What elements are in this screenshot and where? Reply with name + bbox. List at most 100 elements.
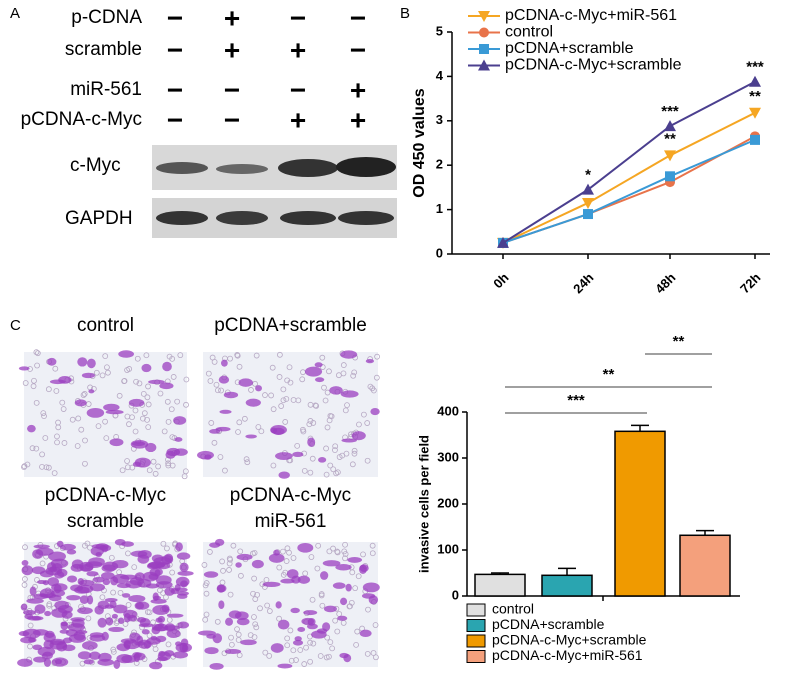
cell-outline xyxy=(280,548,286,555)
cell-outline xyxy=(53,388,60,394)
cell-outline xyxy=(328,413,335,420)
cell xyxy=(108,626,125,633)
cell-outline xyxy=(234,352,241,358)
cell-outline xyxy=(370,387,377,394)
cell-outline xyxy=(102,418,108,425)
cell-outline xyxy=(104,364,110,371)
cell-outline xyxy=(52,365,59,372)
cell xyxy=(136,616,147,623)
cell xyxy=(27,424,36,433)
cell xyxy=(43,639,54,650)
cell-outline xyxy=(60,406,67,412)
legend-label: pCDNA-c-Myc+miR-561 xyxy=(492,647,643,663)
cell xyxy=(339,652,349,659)
cell xyxy=(219,409,232,414)
cell-outline xyxy=(146,467,153,474)
cell-outline xyxy=(45,386,52,393)
legend-swatch xyxy=(466,634,486,648)
cell-outline xyxy=(290,647,297,654)
cell-outline xyxy=(353,641,360,648)
line xyxy=(502,138,756,244)
row-label: pCDNA-c-Myc xyxy=(21,109,142,130)
cell xyxy=(94,605,104,615)
cell-outline xyxy=(82,437,88,444)
cell-outline xyxy=(75,415,82,422)
cell xyxy=(359,629,372,638)
cell-outline xyxy=(314,565,321,572)
cell xyxy=(351,431,366,441)
cell-outline xyxy=(283,558,290,564)
cell-outline xyxy=(251,550,258,556)
cell xyxy=(109,438,124,447)
cell-outline xyxy=(218,387,224,394)
cell-outline xyxy=(74,443,81,449)
cell-outline xyxy=(329,645,336,652)
cell-outline xyxy=(163,594,169,601)
cell-outline xyxy=(145,424,152,431)
cell-outline xyxy=(40,410,47,417)
blot-label: GAPDH xyxy=(65,208,133,229)
sign: + xyxy=(290,104,306,135)
legend-label: pCDNA-c-Myc+miR-561 xyxy=(505,7,677,24)
cell-outline xyxy=(252,596,259,602)
cell xyxy=(172,651,189,659)
cell-outline xyxy=(132,428,139,435)
y-tick-label: 4 xyxy=(436,68,444,83)
cell xyxy=(177,570,194,576)
cell-outline xyxy=(95,423,102,430)
cell-outline xyxy=(54,439,60,446)
legend-label: control xyxy=(505,24,553,41)
cell xyxy=(235,562,242,568)
cell-outline xyxy=(125,550,131,557)
cell xyxy=(236,553,253,561)
cell-outline xyxy=(319,602,326,609)
cell-outline xyxy=(327,639,334,646)
cell-outline xyxy=(161,428,168,435)
cell-outline xyxy=(150,458,157,465)
cell-outline xyxy=(276,374,283,380)
cell-outline xyxy=(220,567,226,574)
significance: * xyxy=(585,167,591,184)
cell xyxy=(209,429,221,434)
cell-outline xyxy=(290,397,297,403)
cell-outline xyxy=(287,627,294,634)
cell xyxy=(111,613,118,619)
cell xyxy=(277,619,290,630)
cell xyxy=(118,350,135,358)
cell-outline xyxy=(203,611,210,618)
sign: + xyxy=(290,34,306,65)
cell-outline xyxy=(342,551,349,557)
cell xyxy=(47,577,60,587)
cell xyxy=(141,363,152,373)
cell-outline xyxy=(85,615,92,622)
marker xyxy=(479,27,489,38)
cell-outline xyxy=(169,434,176,441)
cell xyxy=(26,598,44,604)
cell xyxy=(88,389,95,394)
cell-outline xyxy=(152,470,159,477)
cell xyxy=(134,641,146,646)
cell-outline xyxy=(369,542,376,549)
cell xyxy=(297,543,314,553)
cell-outline xyxy=(253,352,260,359)
cell xyxy=(150,635,158,641)
cell-outline xyxy=(27,622,34,629)
cell xyxy=(176,593,188,599)
cell-outline xyxy=(54,433,60,440)
cell xyxy=(223,391,239,399)
cell xyxy=(292,451,304,457)
cell-outline xyxy=(126,421,132,428)
cell-outline xyxy=(105,369,111,376)
image-caption: scramble xyxy=(67,511,144,532)
cell-outline xyxy=(166,353,173,360)
cell-outline xyxy=(152,646,159,653)
cell xyxy=(71,559,84,569)
cell-outline xyxy=(165,462,172,469)
cell-outline xyxy=(354,628,361,635)
cell-outline xyxy=(165,418,172,425)
cell xyxy=(110,576,119,586)
cell xyxy=(29,586,37,596)
cell-outline xyxy=(34,362,40,369)
cell xyxy=(322,560,341,567)
cell xyxy=(290,607,300,614)
